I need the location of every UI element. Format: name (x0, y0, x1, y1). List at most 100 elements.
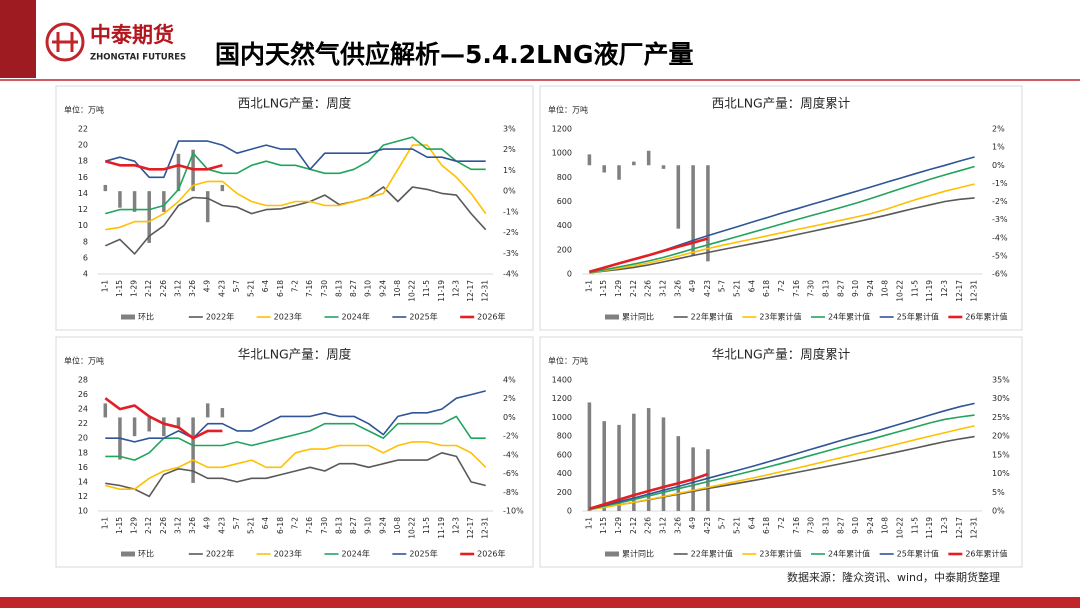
y2-tick-label: 5% (992, 488, 1005, 497)
bar (617, 165, 621, 180)
y2-tick-label: 35% (992, 376, 1010, 385)
x-tick-label: 3-26 (188, 280, 197, 297)
y-tick-label: 1400 (552, 376, 572, 385)
bar (205, 191, 210, 223)
unit-label: 单位：万吨 (548, 105, 588, 115)
x-tick-label: 5-21 (247, 517, 256, 534)
bar (661, 417, 666, 511)
x-tick-label: 5-21 (733, 517, 742, 534)
y2-tick-label: 30% (992, 394, 1010, 403)
x-tick-label: 12-31 (481, 280, 490, 302)
x-tick-label: 2-12 (144, 517, 153, 534)
y2-tick-label: -3% (992, 215, 1008, 224)
y2-tick-label: 2% (503, 394, 516, 403)
y-tick-label: 18 (78, 448, 88, 457)
x-tick-label: 10-22 (896, 517, 905, 539)
bar (706, 165, 710, 262)
series-line (589, 183, 975, 274)
bar (691, 165, 695, 256)
x-tick-label: 11-19 (437, 280, 446, 302)
series-line (589, 425, 975, 511)
x-tick-label: 9-10 (364, 280, 373, 297)
y-tick-label: 1000 (552, 149, 572, 158)
y-tick-label: 8 (83, 237, 88, 246)
legend-swatch (605, 551, 619, 557)
x-tick-label: 12-3 (940, 280, 949, 297)
legend-label: 2024年 (342, 312, 370, 322)
y-tick-label: 18 (78, 157, 88, 166)
x-tick-label: 12-3 (451, 517, 460, 534)
y2-tick-label: -1% (992, 179, 1008, 188)
chart-panel (55, 85, 534, 331)
x-tick-label: 12-17 (955, 280, 964, 302)
logo-cn: 中泰期货 (90, 23, 174, 47)
y-tick-label: 200 (557, 245, 572, 254)
bar (162, 191, 166, 212)
x-tick-label: 7-2 (777, 280, 786, 292)
y-tick-label: 0 (567, 270, 572, 279)
bar (661, 165, 666, 169)
x-tick-label: 2-12 (629, 280, 638, 297)
y-tick-label: 22 (78, 419, 88, 428)
bar (103, 403, 108, 418)
y2-tick-label: 0% (992, 161, 1005, 170)
y2-tick-label: 1% (992, 143, 1005, 152)
y2-tick-label: 1% (503, 166, 516, 175)
page-title: 国内天然气供应解析—5.4.2LNG液厂产量 (215, 40, 694, 69)
x-tick-label: 1-1 (100, 280, 109, 292)
bar (220, 184, 225, 192)
x-tick-label: 12-31 (481, 517, 490, 539)
x-tick-label: 6-18 (762, 280, 771, 297)
logo-en: ZHONGTAI FUTURES (90, 53, 186, 63)
bar (706, 449, 710, 511)
legend-swatch (605, 314, 619, 320)
bar (676, 165, 681, 229)
series-line (589, 472, 709, 510)
x-tick-label: 12-31 (970, 280, 979, 302)
x-tick-label: 1-15 (599, 280, 608, 297)
y2-tick-label: -5% (992, 251, 1008, 260)
legend-label: 2025年 (409, 312, 437, 322)
y-tick-label: 16 (78, 463, 88, 472)
chart-title: 华北LNG产量：周度 (238, 347, 352, 362)
bar (220, 408, 225, 418)
legend-label: 环比 (138, 549, 154, 559)
x-tick-label: 1-29 (130, 280, 139, 297)
legend-label: 2024年 (342, 549, 370, 559)
x-tick-label: 8-13 (821, 517, 830, 534)
x-tick-label: 10-8 (881, 517, 890, 534)
footer-bar (0, 597, 1080, 608)
x-tick-label: 10-8 (393, 280, 402, 297)
x-tick-label: 9-24 (866, 280, 875, 297)
chart-title: 西北LNG产量：周度累计 (712, 96, 851, 111)
x-tick-label: 7-30 (320, 280, 329, 297)
x-tick-label: 11-19 (437, 517, 446, 539)
bar (176, 153, 181, 192)
x-tick-label: 4-9 (688, 517, 697, 529)
logo-glyph (52, 32, 78, 52)
y-tick-label: 1000 (552, 413, 572, 422)
y2-tick-label: 2% (503, 145, 516, 154)
legend-label: 环比 (138, 312, 154, 322)
y-tick-label: 600 (557, 197, 572, 206)
bar (646, 150, 651, 166)
x-tick-label: 11-5 (910, 517, 919, 534)
y-tick-label: 6 (83, 253, 88, 262)
y-tick-label: 1200 (552, 394, 572, 403)
x-tick-label: 7-30 (807, 280, 816, 297)
x-tick-label: 9-24 (378, 280, 387, 297)
x-tick-label: 2-26 (159, 280, 168, 297)
bar (191, 417, 195, 483)
legend-swatch (121, 551, 135, 557)
bar (646, 408, 651, 511)
x-tick-label: 2-12 (629, 517, 638, 534)
series-line (104, 186, 487, 255)
x-tick-label: 12-31 (970, 517, 979, 539)
y2-tick-label: 25% (992, 413, 1010, 422)
series-line (589, 197, 975, 274)
y-tick-label: 28 (78, 376, 88, 385)
x-tick-label: 12-3 (940, 517, 949, 534)
legend-swatch (121, 314, 135, 320)
x-tick-label: 3-12 (658, 517, 667, 534)
